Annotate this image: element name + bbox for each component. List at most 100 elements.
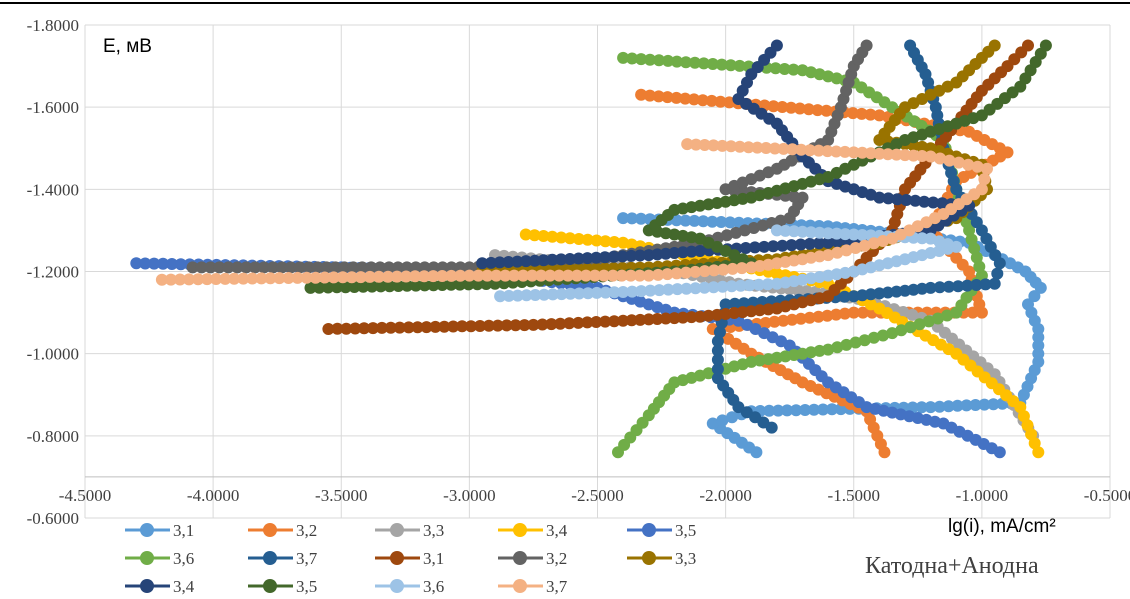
data-point: [724, 216, 737, 229]
data-point: [680, 282, 693, 295]
data-point: [662, 54, 674, 67]
data-point: [891, 193, 904, 206]
data-point: [400, 270, 413, 283]
data-point: [607, 250, 620, 263]
series-layer: [130, 39, 1052, 459]
data-point: [511, 255, 524, 268]
data-point: [348, 281, 361, 293]
data-point: [698, 265, 711, 278]
data-point: [519, 228, 532, 241]
data-point: [803, 311, 816, 324]
data-point: [330, 281, 343, 294]
data-point: [936, 197, 949, 210]
data-point: [952, 156, 965, 169]
data-point: [788, 225, 800, 238]
data-point: [785, 239, 798, 252]
data-point: [284, 261, 297, 274]
data-point: [670, 267, 683, 280]
data-point: [774, 214, 787, 227]
data-point: [538, 288, 551, 301]
data-point: [338, 261, 351, 274]
data-point: [626, 52, 639, 65]
data-point: [715, 216, 728, 228]
data-point: [580, 269, 592, 282]
legend-item: 3,4: [498, 521, 568, 540]
data-point: [544, 269, 557, 282]
data-point: [436, 261, 449, 274]
data-point: [393, 321, 406, 334]
x-tick-label: -3.0000: [443, 486, 495, 505]
data-point: [1039, 39, 1052, 52]
data-point: [491, 319, 504, 332]
data-point: [445, 278, 458, 291]
data-point: [963, 125, 976, 138]
data-point: [462, 278, 475, 291]
data-point: [625, 249, 638, 262]
data-point: [155, 273, 168, 286]
y-tick-label: -1.8000: [27, 16, 79, 35]
data-point: [924, 401, 937, 414]
data-point: [987, 398, 1000, 411]
legend-label: 3,7: [296, 549, 318, 568]
data-point: [813, 237, 825, 250]
data-point: [590, 251, 603, 264]
data-point: [590, 234, 603, 247]
data-point: [545, 318, 558, 331]
data-point: [476, 257, 489, 270]
data-point: [606, 269, 619, 282]
data-point: [716, 414, 729, 427]
data-point: [511, 289, 524, 302]
series-14: [155, 138, 993, 286]
data-point: [536, 318, 549, 331]
data-point: [777, 142, 790, 155]
data-point: [553, 269, 566, 282]
tick-labels: -1.8000 -1.6000 -1.4000 -1.2000 -1.0000 -0.80…: [27, 16, 1130, 528]
data-point: [679, 56, 692, 69]
data-point: [222, 261, 235, 274]
data-point: [711, 344, 724, 357]
data-point: [313, 281, 326, 294]
data-point: [858, 239, 871, 252]
data-point: [391, 270, 403, 283]
data-point: [653, 284, 666, 297]
data-point: [960, 399, 973, 412]
data-point: [358, 322, 371, 335]
data-point: [546, 230, 559, 243]
data-point: [716, 280, 729, 293]
data-point: [830, 145, 843, 158]
data-point: [670, 55, 683, 68]
data-point: [991, 267, 1004, 280]
data-point: [327, 271, 340, 284]
data-point: [634, 313, 647, 326]
data-point: [688, 56, 701, 69]
legend-marker: [390, 551, 404, 565]
data-point: [204, 261, 217, 274]
data-point: [831, 246, 844, 259]
legend-marker: [140, 551, 154, 565]
data-point: [1028, 437, 1041, 450]
data-point: [300, 271, 313, 284]
legend: 3,1 3,2 3,3 3,4 3,5 3,6 3,7 3,1 3,2 3,3 3,4 3,5 3,6 3…: [125, 521, 696, 596]
data-point: [572, 252, 585, 265]
data-point: [676, 246, 689, 259]
data-point: [742, 141, 755, 154]
data-point: [906, 308, 919, 321]
data-point: [1022, 39, 1034, 52]
data-point: [767, 100, 780, 113]
data-point: [367, 322, 379, 335]
data-point: [563, 317, 576, 330]
data-point: [706, 58, 719, 70]
data-point: [942, 280, 955, 293]
data-point: [924, 150, 937, 163]
legend-item: 3,3: [375, 521, 444, 540]
data-point: [349, 322, 362, 335]
data-point: [322, 281, 335, 294]
data-point: [356, 261, 369, 274]
data-point: [787, 63, 800, 76]
data-point: [706, 215, 719, 228]
data-point: [670, 91, 683, 104]
data-point: [676, 311, 689, 324]
data-point: [365, 261, 378, 274]
legend-label: 3,4: [546, 521, 568, 540]
data-point: [685, 311, 698, 324]
